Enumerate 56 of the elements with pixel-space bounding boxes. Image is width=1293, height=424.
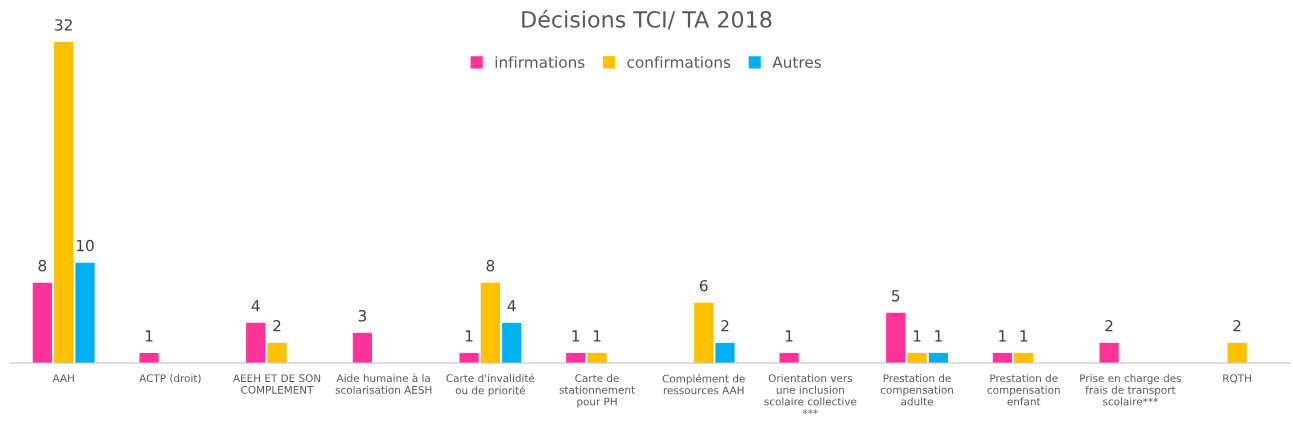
legend-label: confirmations [627, 56, 731, 68]
data-label: 10 [76, 239, 94, 252]
x-tick-label: Prestation de compensation enfant [987, 374, 1060, 406]
x-tick-label: Complément de ressources AAH [662, 374, 745, 395]
x-tick-label: Orientation vers une inclusion scolaire collective *** [764, 374, 857, 414]
data-label: 1 [935, 330, 942, 342]
data-label: 1 [999, 330, 1006, 342]
bar [1227, 342, 1247, 363]
bar [54, 41, 74, 363]
data-label: 4 [251, 300, 260, 312]
data-label: 8 [486, 259, 495, 272]
data-label: 2 [1233, 320, 1241, 332]
bar [779, 352, 799, 363]
bar [886, 312, 906, 363]
x-tick-label: AEEH ET DE SON COMPLEMENT [233, 374, 321, 394]
bar [907, 352, 927, 363]
bar [459, 352, 479, 363]
x-tick-label: ACTP (droit) [139, 374, 201, 384]
legend-label: infirmations [495, 56, 585, 68]
x-tick-label: Carte de stationnement pour PH [559, 374, 635, 408]
bar [139, 352, 159, 363]
bar [267, 342, 287, 363]
data-label: 4 [507, 300, 516, 312]
data-label: 1 [593, 330, 601, 342]
bar [352, 332, 372, 363]
data-label: 3 [358, 310, 366, 322]
bar [480, 282, 500, 363]
data-label: 2 [1105, 320, 1113, 332]
data-label: 1 [913, 330, 921, 342]
data-label: 6 [699, 279, 708, 292]
bar [32, 282, 52, 363]
x-tick-label: Prise en charge des frais de transport scolaire*** [1080, 374, 1182, 406]
data-label: 1 [785, 330, 793, 342]
data-label: 32 [55, 19, 72, 31]
bar [1099, 342, 1119, 363]
bar [246, 322, 266, 363]
x-tick-label: Prestation de compensation adulte [880, 374, 953, 406]
x-tick-label: RQTH [1223, 374, 1251, 384]
data-label: 1 [572, 330, 580, 342]
data-label: 8 [38, 259, 47, 272]
data-label: 2 [273, 320, 281, 332]
bar [75, 262, 95, 363]
legend-label: Autres [772, 56, 821, 68]
x-tick-label: Carte d'invalidité ou de priorité [446, 373, 535, 397]
chart-title: Décisions TCI/ TA 2018 [522, 9, 772, 30]
data-label: 1 [465, 330, 473, 342]
x-tick-label: Aide humaine à la scolarisation AESH [335, 373, 432, 394]
x-tick-label: AAH [52, 374, 74, 382]
bar [715, 342, 735, 363]
data-label: 1 [1020, 330, 1028, 342]
data-label: 2 [721, 320, 729, 332]
data-label: 5 [892, 290, 900, 302]
bar [502, 322, 522, 363]
bar [694, 302, 714, 363]
data-label: 1 [145, 330, 153, 342]
bar [587, 352, 607, 363]
